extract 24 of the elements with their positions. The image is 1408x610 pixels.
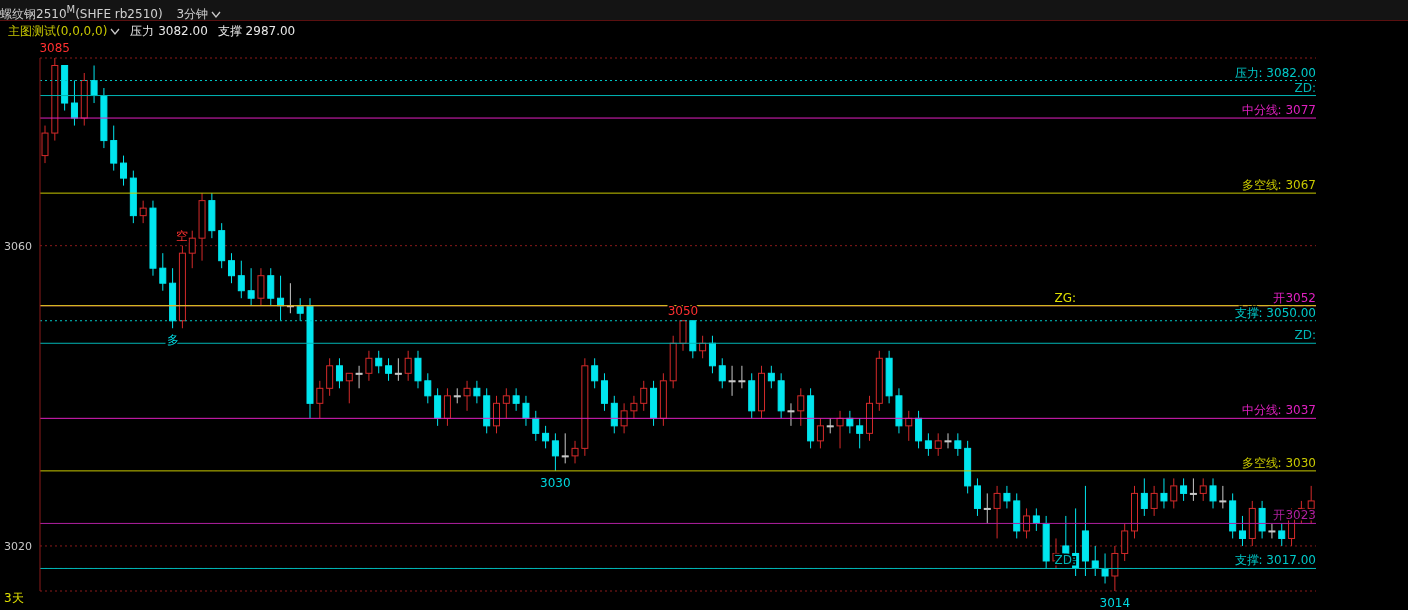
chart-subtitle: 3分钟 [176,7,209,21]
ref-line-label: 支撑: 3017.00 [1234,553,1316,568]
ref-line-label: 压力: 3082.00 [1234,65,1316,80]
annotation: 3030 [540,475,571,490]
ref-line-label: 开3052 [1273,290,1316,305]
text: 压力 3082.00 [130,24,208,38]
annotation: 3014 [1099,596,1131,610]
text: 3天 [4,590,24,607]
ref-line-label: ZG: [1054,290,1076,305]
text: 主图测试(0,0,0,0) [8,24,109,38]
annotation: 3085 [39,41,70,55]
text: 支撑 2987.00 [217,24,296,38]
ref-line-label: ZD: [1294,328,1316,343]
ref-line-label: 中分线: 3077 [1241,103,1316,118]
ref-line-label: 中分线: 3037 [1241,403,1316,418]
ref-line-label: 多空线: 3030 [1241,455,1316,470]
y-tick-label: 3060 [4,239,32,253]
chart-title: 螺纹钢2510$^{M}$(SHFE rb2510) [0,4,163,21]
annotation: 空 [176,228,189,243]
annotation: 3050 [667,303,699,318]
ref-line-label: 多空线: 3067 [1241,178,1316,193]
ref-line-label: 支撑: 3050.00 [1234,305,1316,320]
y-tick-label: 3020 [4,539,32,553]
ref-line-label: ZD: [1294,80,1316,95]
